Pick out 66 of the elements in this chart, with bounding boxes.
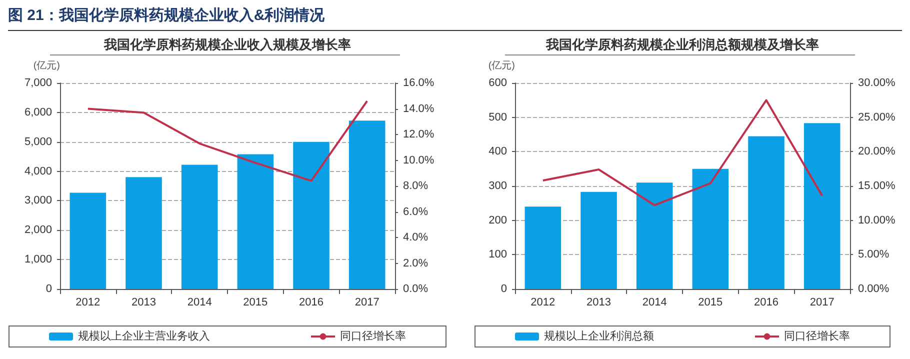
caption: 图 21：我国化学原料药规模企业收入&利润情况 (8, 6, 325, 24)
y2-tick-label: 0.0% (403, 283, 428, 295)
x-tick-label: 2016 (299, 296, 324, 308)
bar (580, 192, 617, 289)
y2-tick-label: 10.00% (858, 214, 896, 226)
y-tick-label: 3,000 (24, 194, 52, 207)
y-tick-label: 200 (488, 214, 507, 226)
x-tick-label: 2015 (698, 296, 723, 308)
y-tick-label: 0 (500, 283, 507, 295)
bar (692, 168, 729, 289)
x-tick-label: 2015 (243, 296, 268, 308)
x-tick-label: 2017 (354, 296, 380, 308)
x-tick-label: 2014 (642, 296, 667, 308)
x-tick-label: 2013 (132, 296, 156, 308)
y-tick-label: 6,000 (24, 106, 52, 118)
y-tick-label: 5,000 (24, 136, 52, 148)
y2-tick-label: 5.00% (858, 248, 890, 261)
bar (524, 206, 562, 289)
y-tick-label: 300 (488, 180, 507, 192)
bar (636, 182, 673, 289)
y2-tick-label: 20.00% (858, 146, 896, 158)
legend-label: 同口径增长率 (784, 330, 850, 342)
bar (293, 142, 330, 289)
y2-tick-label: 4.0% (403, 232, 428, 244)
y2-tick-label: 2.0% (403, 257, 428, 270)
y-axis-title: (亿元) (33, 60, 60, 72)
y2-tick-label: 15.00% (858, 180, 896, 192)
y-tick-label: 1,000 (24, 254, 52, 266)
legend-label: 规模以上企业利润总额 (544, 330, 654, 342)
x-tick-label: 2016 (754, 296, 778, 308)
y2-tick-label: 25.00% (858, 111, 896, 124)
y-tick-label: 2,000 (24, 224, 52, 236)
legend-label: 规模以上企业主营业务收入 (78, 330, 210, 342)
y2-tick-label: 8.0% (403, 180, 428, 192)
bar (348, 120, 386, 289)
y2-tick-label: 0.00% (858, 283, 890, 295)
y2-tick-label: 16.0% (403, 77, 434, 89)
bar (804, 123, 840, 289)
y-tick-label: 600 (488, 77, 507, 89)
y-tick-label: 0 (46, 283, 52, 295)
x-tick-label: 2017 (810, 296, 834, 308)
y-tick-label: 100 (488, 248, 507, 261)
bar (237, 154, 274, 289)
y2-tick-label: 10.0% (403, 154, 434, 166)
y2-tick-label: 6.0% (403, 206, 428, 218)
x-tick-label: 2014 (187, 296, 212, 308)
line-series (542, 99, 824, 206)
chart-title: 我国化学原料药规模企业收入规模及增长率 (103, 37, 351, 52)
y-axis-title: (亿元) (488, 60, 515, 72)
y2-tick-label: 12.0% (403, 128, 434, 140)
x-tick-label: 2012 (76, 296, 100, 308)
y-tick-label: 400 (488, 146, 507, 158)
x-tick-label: 2012 (530, 296, 556, 308)
x-tick-label: 2013 (586, 296, 611, 308)
line-series (86, 100, 368, 182)
y-tick-label: 7,000 (24, 77, 52, 89)
y-tick-label: 4,000 (24, 165, 52, 178)
y-tick-label: 500 (488, 111, 507, 124)
bar (126, 177, 162, 289)
bar (70, 192, 106, 289)
y2-tick-label: 14.0% (403, 102, 434, 115)
chart-title: 我国化学原料药规模企业利润总额规模及增长率 (545, 37, 819, 52)
bar (181, 164, 218, 289)
y2-tick-label: 30.00% (858, 77, 896, 89)
legend-label: 同口径增长率 (340, 330, 406, 342)
bar (748, 136, 784, 289)
